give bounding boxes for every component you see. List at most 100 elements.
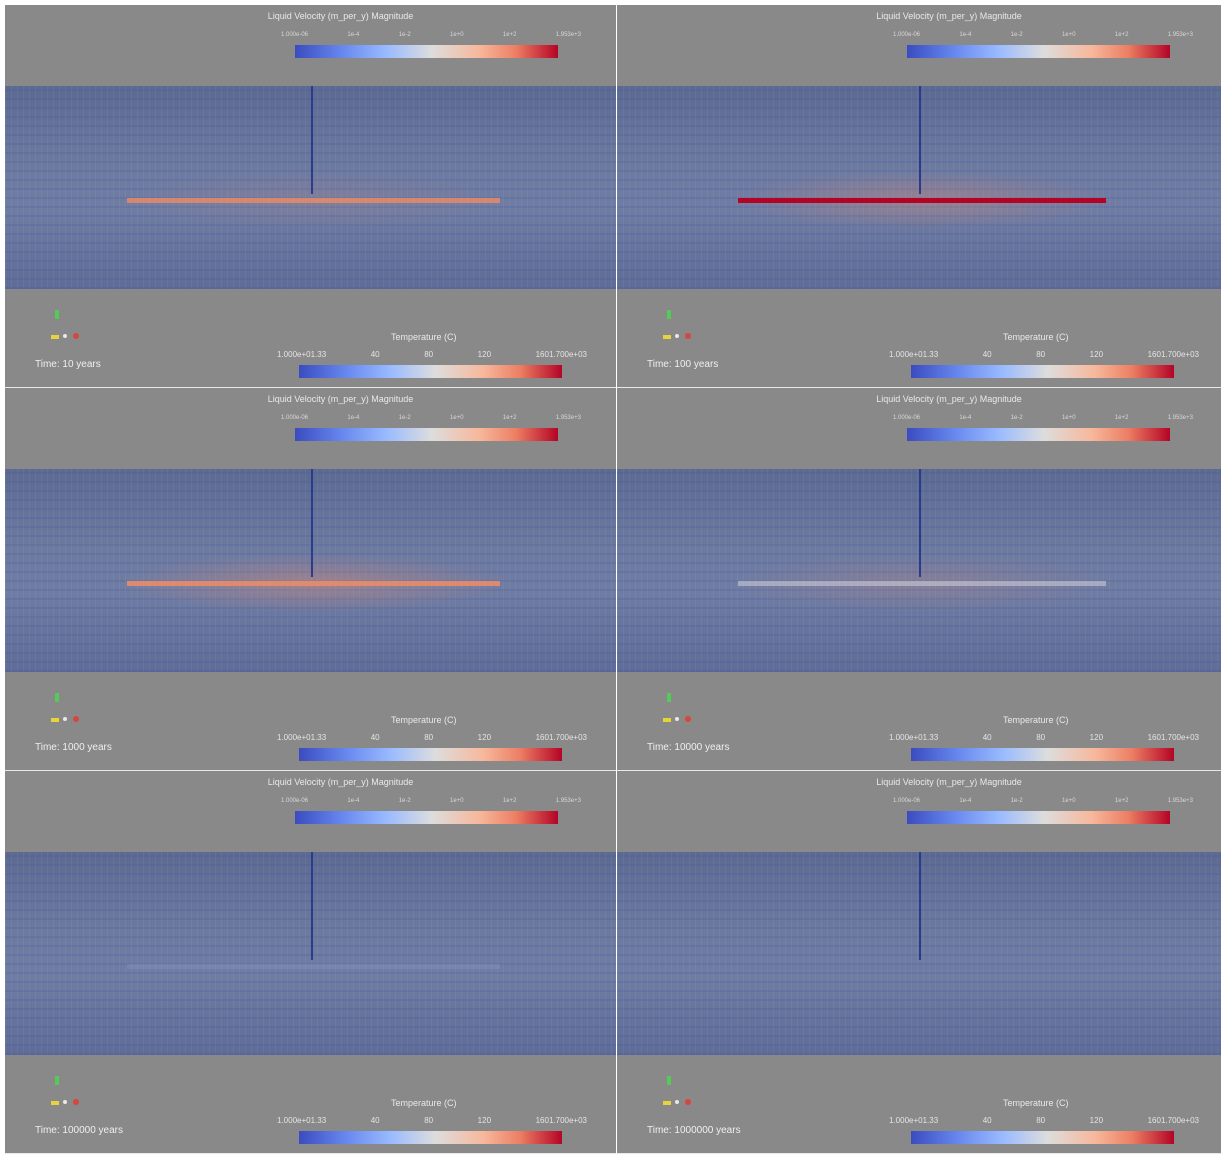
temperature-tick: 1.000e+01.33 bbox=[889, 733, 939, 742]
temperature-legend-title: Temperature (C) bbox=[1003, 715, 1069, 725]
x-axis-icon bbox=[73, 333, 79, 339]
velocity-tick: 1.000e-06 bbox=[893, 415, 921, 421]
y-axis-icon bbox=[667, 1076, 671, 1085]
velocity-legend-title: Liquid Velocity (m_per_y) Magnitude bbox=[876, 394, 1022, 404]
velocity-tick: 1e-2 bbox=[398, 798, 411, 804]
time-label: Time: 10 years bbox=[35, 359, 101, 370]
velocity-legend-ticks: 1.000e-06 1e-4 1e-2 1e+0 1e+2 1.953e+3 bbox=[893, 32, 1193, 38]
velocity-tick: 1e+0 bbox=[450, 415, 464, 421]
z-axis-icon bbox=[663, 1101, 671, 1105]
velocity-legend-title: Liquid Velocity (m_per_y) Magnitude bbox=[267, 777, 414, 787]
temperature-tick: 120 bbox=[477, 1116, 492, 1125]
temperature-legend-title: Temperature (C) bbox=[391, 332, 457, 342]
velocity-tick: 1.000e-06 bbox=[281, 798, 309, 804]
temperature-legend-title: Temperature (C) bbox=[1003, 332, 1069, 342]
orientation-axes-icon bbox=[49, 1076, 89, 1116]
temperature-colorbar bbox=[299, 365, 562, 378]
velocity-tick: 1.000e-06 bbox=[281, 32, 309, 38]
z-axis-icon bbox=[51, 718, 59, 722]
temperature-tick: 1.000e+01.33 bbox=[889, 1116, 939, 1125]
velocity-legend-title: Liquid Velocity (m_per_y) Magnitude bbox=[876, 11, 1022, 21]
time-label: Time: 1000000 years bbox=[647, 1125, 741, 1136]
heater-line bbox=[127, 198, 500, 203]
temperature-legend-ticks: 1.000e+01.33 40 80 120 1601.700e+03 bbox=[277, 733, 587, 742]
heater-line bbox=[127, 964, 500, 969]
y-axis-icon bbox=[667, 693, 671, 702]
velocity-tick: 1e-4 bbox=[959, 798, 972, 804]
velocity-tick: 1e+0 bbox=[450, 32, 464, 38]
borehole-line bbox=[310, 86, 313, 194]
simulation-render bbox=[617, 852, 1221, 1055]
orientation-axes-icon bbox=[661, 310, 701, 350]
velocity-legend-title: Liquid Velocity (m_per_y) Magnitude bbox=[876, 777, 1022, 787]
time-label: Time: 100 years bbox=[647, 359, 719, 370]
temperature-legend-ticks: 1.000e+01.33 40 80 120 1601.700e+03 bbox=[889, 1116, 1199, 1125]
figure-grid: Liquid Velocity (m_per_y) Magnitude 1.00… bbox=[5, 5, 1221, 1154]
velocity-tick: 1.953e+3 bbox=[1167, 415, 1193, 421]
panel: Liquid Velocity (m_per_y) Magnitude 1.00… bbox=[617, 5, 1221, 388]
temperature-tick: 120 bbox=[477, 733, 492, 742]
y-axis-icon bbox=[55, 1076, 59, 1085]
velocity-colorbar bbox=[907, 428, 1170, 441]
temperature-tick: 1.000e+01.33 bbox=[277, 1116, 327, 1125]
axes-origin-icon bbox=[675, 334, 679, 338]
x-axis-icon bbox=[73, 716, 79, 722]
axes-origin-icon bbox=[63, 717, 67, 721]
borehole-line bbox=[310, 852, 313, 960]
velocity-legend-ticks: 1.000e-06 1e-4 1e-2 1e+0 1e+2 1.953e+3 bbox=[893, 798, 1193, 804]
temperature-tick: 1.000e+01.33 bbox=[889, 350, 939, 359]
temperature-tick: 80 bbox=[424, 1116, 434, 1125]
velocity-tick: 1e-4 bbox=[347, 798, 360, 804]
temperature-tick: 1601.700e+03 bbox=[1147, 1116, 1199, 1125]
velocity-colorbar bbox=[907, 45, 1170, 58]
time-label: Time: 10000 years bbox=[647, 742, 730, 753]
temperature-tick: 40 bbox=[370, 733, 380, 742]
temperature-legend-ticks: 1.000e+01.33 40 80 120 1601.700e+03 bbox=[277, 350, 587, 359]
temperature-tick: 80 bbox=[424, 733, 434, 742]
temperature-tick: 40 bbox=[370, 1116, 380, 1125]
velocity-colorbar bbox=[295, 428, 558, 441]
temperature-tick: 1601.700e+03 bbox=[1147, 733, 1199, 742]
velocity-tick: 1e-2 bbox=[1010, 32, 1023, 38]
temperature-legend-ticks: 1.000e+01.33 40 80 120 1601.700e+03 bbox=[889, 350, 1199, 359]
time-label: Time: 100000 years bbox=[35, 1125, 124, 1136]
temperature-tick: 1.000e+01.33 bbox=[277, 733, 327, 742]
temperature-tick: 1601.700e+03 bbox=[535, 350, 587, 359]
axes-origin-icon bbox=[675, 717, 679, 721]
orientation-axes-icon bbox=[661, 1076, 701, 1116]
velocity-tick: 1e+0 bbox=[1062, 32, 1076, 38]
z-axis-icon bbox=[51, 1101, 59, 1105]
velocity-legend-ticks: 1.000e-06 1e-4 1e-2 1e+0 1e+2 1.953e+3 bbox=[281, 798, 581, 804]
simulation-render bbox=[617, 469, 1221, 672]
temperature-legend-ticks: 1.000e+01.33 40 80 120 1601.700e+03 bbox=[277, 1116, 587, 1125]
temperature-tick: 40 bbox=[982, 1116, 992, 1125]
panel: Liquid Velocity (m_per_y) Magnitude 1.00… bbox=[5, 388, 616, 771]
temperature-tick: 40 bbox=[982, 350, 992, 359]
temperature-tick: 40 bbox=[982, 733, 992, 742]
velocity-tick: 1.953e+3 bbox=[555, 415, 581, 421]
velocity-legend-ticks: 1.000e-06 1e-4 1e-2 1e+0 1e+2 1.953e+3 bbox=[281, 415, 581, 421]
time-label: Time: 1000 years bbox=[35, 742, 112, 753]
simulation-render bbox=[5, 86, 616, 289]
temperature-colorbar bbox=[911, 748, 1174, 761]
temperature-colorbar bbox=[911, 365, 1174, 378]
velocity-tick: 1e-2 bbox=[1010, 415, 1023, 421]
temperature-tick: 120 bbox=[1089, 350, 1104, 359]
temperature-tick: 1601.700e+03 bbox=[535, 1116, 587, 1125]
borehole-line bbox=[310, 469, 313, 577]
velocity-tick: 1e+2 bbox=[1114, 798, 1129, 804]
temperature-legend-title: Temperature (C) bbox=[391, 1098, 457, 1108]
z-axis-icon bbox=[51, 335, 59, 339]
temperature-tick: 1601.700e+03 bbox=[1147, 350, 1199, 359]
temperature-tick: 120 bbox=[1089, 733, 1104, 742]
borehole-line bbox=[919, 86, 921, 194]
simulation-render bbox=[5, 852, 616, 1055]
panel: Liquid Velocity (m_per_y) Magnitude 1.00… bbox=[617, 771, 1221, 1154]
orientation-axes-icon bbox=[49, 693, 89, 733]
velocity-tick: 1e-2 bbox=[398, 415, 411, 421]
velocity-tick: 1e+0 bbox=[450, 798, 464, 804]
velocity-tick: 1e+2 bbox=[502, 32, 517, 38]
temperature-tick: 80 bbox=[1036, 350, 1046, 359]
velocity-legend-ticks: 1.000e-06 1e-4 1e-2 1e+0 1e+2 1.953e+3 bbox=[893, 415, 1193, 421]
z-axis-icon bbox=[663, 718, 671, 722]
